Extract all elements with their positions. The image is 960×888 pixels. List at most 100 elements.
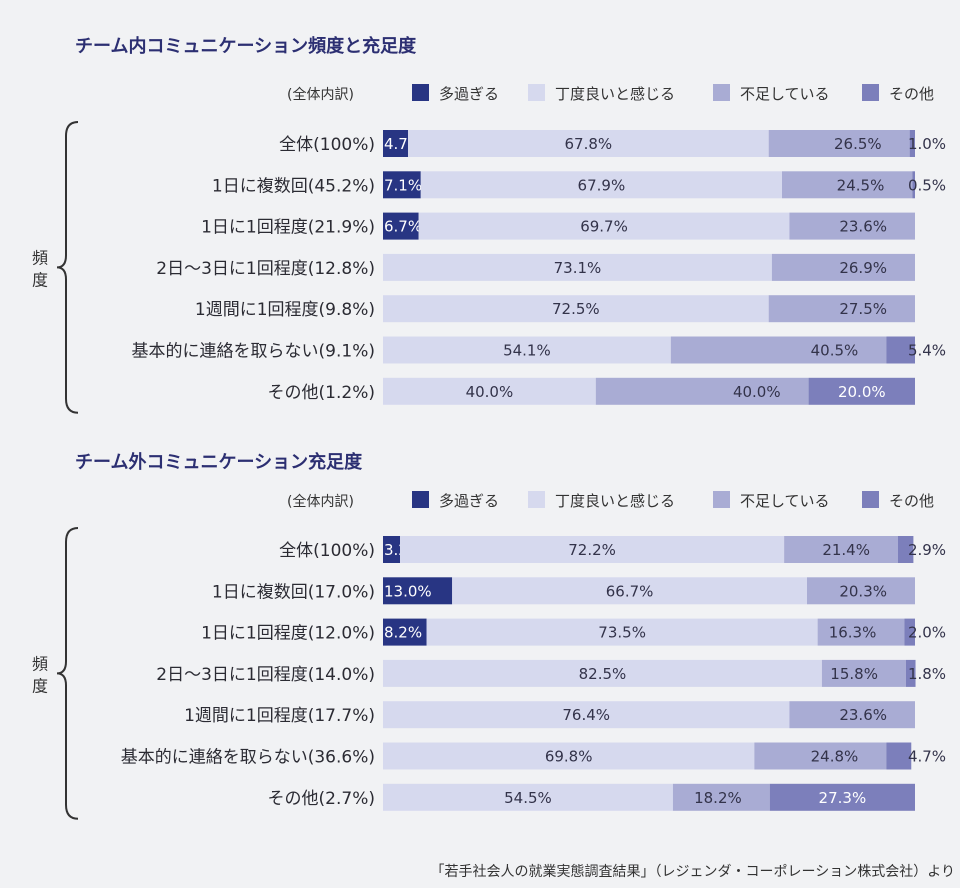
chart-panel-2: チーム外コミュニケーション充足度 (全体内訳) 多過ぎる 丁度良いと感じる 不足している… bbox=[32, 451, 946, 820]
data-label: 82.5% bbox=[579, 665, 627, 683]
data-label: 21.4% bbox=[822, 541, 870, 559]
bar-row: その他(1.2%) 40.0% 40.0% 20.0% bbox=[268, 377, 915, 405]
bar-segment bbox=[383, 212, 419, 240]
brace-shape bbox=[56, 121, 79, 414]
legend-label: 多過ぎる bbox=[439, 492, 499, 510]
bar-segment bbox=[807, 577, 915, 605]
chart-title: チーム外コミュニケーション充足度 bbox=[75, 451, 363, 473]
bar-segment bbox=[595, 377, 809, 405]
category-label: 1日に複数回(45.2%) bbox=[212, 176, 375, 196]
category-label: 2日〜3日に1回程度(12.8%) bbox=[156, 259, 375, 279]
data-label: 1.0% bbox=[908, 135, 946, 153]
category-label: その他(1.2%) bbox=[268, 383, 375, 403]
bar-segment bbox=[808, 377, 915, 405]
data-label: 40.5% bbox=[811, 342, 859, 360]
bar-segment bbox=[383, 253, 772, 281]
category-label: 全体(100%) bbox=[279, 135, 375, 155]
bar-segment bbox=[383, 171, 421, 199]
data-label: 13.0% bbox=[384, 582, 432, 600]
legend-label: 丁度良いと感じる bbox=[555, 492, 675, 510]
bar-segment bbox=[905, 659, 916, 687]
data-label: 69.7% bbox=[580, 218, 628, 236]
data-label: 15.8% bbox=[830, 665, 878, 683]
legend-label: 不足している bbox=[740, 85, 830, 103]
chart-title: チーム内コミュニケーション頻度と充足度 bbox=[75, 35, 417, 57]
legend-swatch bbox=[412, 491, 429, 508]
legend-label: 丁度良いと感じる bbox=[555, 85, 675, 103]
legend-swatch bbox=[862, 491, 879, 508]
bar-segment bbox=[383, 536, 401, 563]
bar-segment bbox=[452, 577, 808, 605]
bar-row: その他(2.7%) 54.5% 18.2% 27.3% bbox=[268, 783, 915, 811]
data-label: 54.1% bbox=[503, 342, 551, 360]
data-label: 23.6% bbox=[839, 706, 887, 724]
category-label: その他(2.7%) bbox=[268, 789, 375, 809]
bar-segment bbox=[383, 659, 822, 687]
bar-segment bbox=[670, 336, 887, 364]
category-label: 基本的に連絡を取らない(9.1%) bbox=[132, 342, 375, 362]
bar-segment bbox=[383, 577, 453, 605]
data-label: 27.5% bbox=[839, 300, 887, 318]
bar-segment bbox=[769, 783, 915, 811]
bar-row: 基本的に連絡を取らない(9.1%) 54.1% 40.5% 5.4% bbox=[132, 336, 946, 364]
data-label: 20.3% bbox=[839, 582, 887, 600]
bar-row: 2日〜3日に1回程度(14.0%) 82.5% 15.8% 1.8% bbox=[156, 659, 946, 687]
data-label: 54.5% bbox=[504, 789, 552, 807]
bar-row: 1日に複数回(17.0%) 13.0% 66.7% 20.3% bbox=[212, 577, 915, 605]
bar-segment bbox=[408, 130, 769, 157]
legend-label: その他 bbox=[889, 492, 934, 510]
chart-subtitle: (全体内訳) bbox=[287, 493, 354, 510]
bar-row: 1日に1回程度(12.0%) 8.2% 73.5% 16.3% 2.0% bbox=[201, 618, 946, 646]
bar-segment bbox=[383, 295, 769, 323]
bar-segment bbox=[789, 701, 915, 729]
bar-segment bbox=[400, 536, 785, 563]
data-label: 40.0% bbox=[733, 383, 781, 401]
bar-row: 1週間に1回程度(9.8%) 72.5% 27.5% bbox=[195, 295, 915, 323]
data-label: 67.9% bbox=[578, 176, 626, 194]
data-label: 27.3% bbox=[819, 789, 867, 807]
category-label: 基本的に連絡を取らない(36.6%) bbox=[121, 748, 375, 768]
data-label: 16.3% bbox=[829, 624, 877, 642]
data-label: 18.2% bbox=[694, 789, 742, 807]
chart-subtitle: (全体内訳) bbox=[287, 86, 354, 103]
bar-segment bbox=[418, 212, 790, 240]
data-label: 5.4% bbox=[908, 342, 946, 360]
chart-panel-1: チーム内コミュニケーション頻度と充足度 (全体内訳) 多過ぎる 丁度良いと感じる 不足し… bbox=[32, 35, 946, 414]
bar-segment bbox=[886, 336, 915, 364]
legend-swatch bbox=[528, 491, 545, 508]
data-label: 66.7% bbox=[606, 582, 654, 600]
data-label: 20.0% bbox=[838, 383, 886, 401]
data-label: 76.4% bbox=[562, 706, 610, 724]
bar-row: 基本的に連絡を取らない(36.6%) 69.8% 24.8% 4.7% bbox=[121, 742, 946, 770]
bar-segment bbox=[426, 618, 818, 646]
bar-segment bbox=[383, 742, 755, 770]
bar-segment bbox=[383, 783, 673, 811]
bar-segment bbox=[672, 783, 770, 811]
side-label: 頻度 bbox=[32, 248, 48, 289]
legend-swatch bbox=[713, 491, 730, 508]
data-label: 72.2% bbox=[568, 541, 616, 559]
brace-shape bbox=[56, 527, 79, 820]
data-label: 7.1% bbox=[384, 176, 422, 194]
data-label: 2.9% bbox=[908, 541, 946, 559]
legend-label: 多過ぎる bbox=[439, 85, 499, 103]
data-label: 1.8% bbox=[908, 665, 946, 683]
bar-row: 2日〜3日に1回程度(12.8%) 73.1% 26.9% bbox=[156, 253, 915, 281]
bar-segment bbox=[383, 618, 427, 646]
bar-row: 全体(100%) 4.7% 67.8% 26.5% 1.0% bbox=[279, 130, 946, 157]
bar-segment bbox=[821, 659, 906, 687]
data-label: 2.0% bbox=[908, 624, 946, 642]
bar-segment bbox=[771, 253, 915, 281]
bar-row: 1週間に1回程度(17.7%) 76.4% 23.6% bbox=[184, 701, 915, 729]
legend-label: 不足している bbox=[740, 492, 830, 510]
bar-row: 1日に1回程度(21.9%) 6.7% 69.7% 23.6% bbox=[201, 212, 915, 240]
data-label: 24.8% bbox=[811, 748, 859, 766]
side-label: 頻度 bbox=[32, 654, 48, 695]
data-label: 24.5% bbox=[837, 176, 885, 194]
bar-segment bbox=[782, 171, 913, 199]
legend-swatch bbox=[862, 84, 879, 101]
bar-segment bbox=[789, 212, 915, 240]
bar-segment bbox=[904, 618, 915, 646]
category-label: 全体(100%) bbox=[279, 541, 375, 561]
